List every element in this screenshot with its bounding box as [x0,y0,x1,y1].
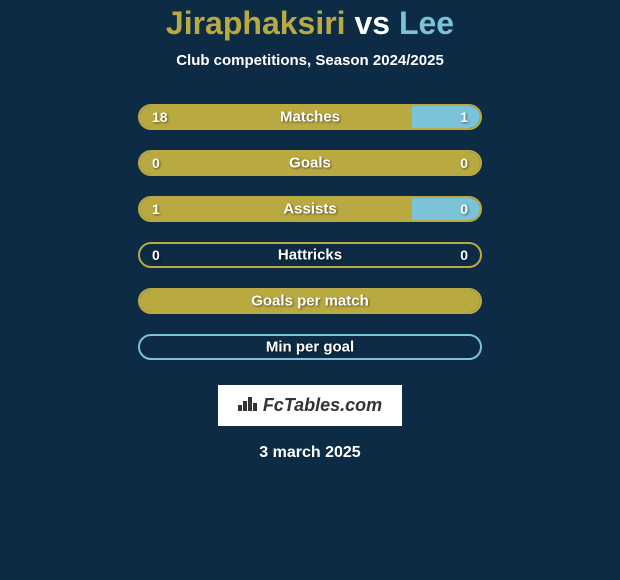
stat-row: Min per goal [138,334,482,360]
stat-value-left: 1 [152,201,160,217]
stat-row: 0 0 Hattricks [138,242,482,268]
stat-label: Assists [283,201,336,218]
competition-subtitle: Club competitions, Season 2024/2025 [176,52,444,69]
stat-row: Goals per match [138,288,482,314]
stat-label: Min per goal [266,339,354,356]
stat-value-right: 1 [460,109,468,125]
stat-value-left: 0 [152,247,160,263]
comparison-title: Jiraphaksiri vs Lee [166,5,454,42]
stat-bar: 18 1 Matches [138,104,482,130]
stat-row: 1 0 Assists [138,196,482,222]
stat-bar: 0 0 Goals [138,150,482,176]
fctables-text: FcTables.com [263,395,382,416]
stat-bar: 0 0 Hattricks [138,242,482,268]
stat-bar: Goals per match [138,288,482,314]
stat-label: Goals [289,155,331,172]
stat-label: Goals per match [251,293,369,310]
vs-text: vs [354,5,390,41]
bar-right-fill [412,106,480,128]
stat-label: Hattricks [278,247,342,264]
player-right-name: Lee [399,5,454,41]
stat-row: 18 1 Matches [138,104,482,130]
stat-row: 0 0 Goals [138,150,482,176]
bar-right-fill [412,198,480,220]
stat-value-right: 0 [460,201,468,217]
date-label: 3 march 2025 [259,444,360,462]
fctables-badge[interactable]: FcTables.com [218,385,402,426]
bar-left-fill [140,198,412,220]
bar-left-fill [140,106,412,128]
player-left-name: Jiraphaksiri [166,5,346,41]
stat-label: Matches [280,109,340,126]
main-container: Jiraphaksiri vs Lee Club competitions, S… [0,0,620,580]
stat-bar: Min per goal [138,334,482,360]
stat-bar: 1 0 Assists [138,196,482,222]
stat-value-left: 18 [152,109,168,125]
chart-icon [238,395,258,416]
stat-value-left: 0 [152,155,160,171]
stat-value-right: 0 [460,155,468,171]
stat-value-right: 0 [460,247,468,263]
stats-container: 18 1 Matches 0 0 Goals 1 0 Assists 0 0 Hattricks Goa… [138,104,482,380]
